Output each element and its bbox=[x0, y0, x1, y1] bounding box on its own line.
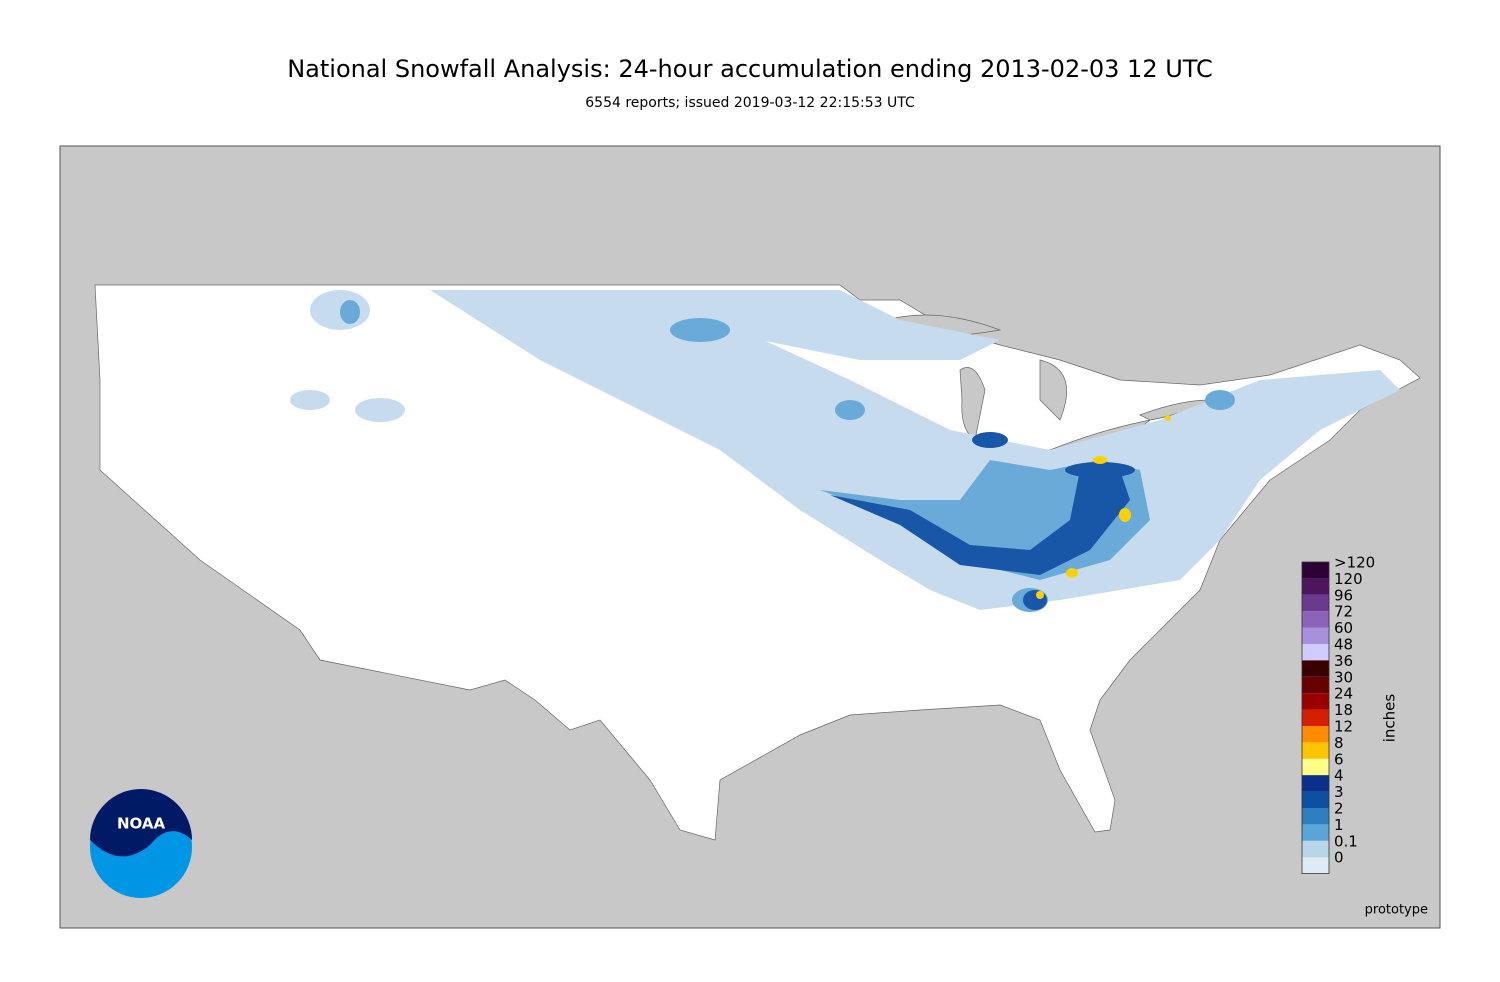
colorbar-swatch bbox=[1302, 627, 1329, 644]
colorbar-swatch bbox=[1302, 709, 1329, 726]
subtitle: 6554 reports; issued 2019-03-12 22:15:53… bbox=[585, 95, 915, 111]
land-us bbox=[94, 284, 1421, 841]
colorbar-tick-label: 36 bbox=[1334, 652, 1353, 670]
colorbar-tick-label: 1 bbox=[1334, 816, 1344, 834]
colorbar-tick-label: 72 bbox=[1334, 603, 1353, 621]
colorbar-swatch bbox=[1302, 594, 1329, 612]
colorbar-swatch bbox=[1302, 578, 1329, 595]
colorbar-swatch bbox=[1302, 676, 1329, 694]
prototype-note: prototype bbox=[1365, 903, 1428, 918]
colorbar-swatch bbox=[1302, 775, 1329, 792]
colorbar-swatch bbox=[1302, 791, 1329, 808]
colorbar-tick-label: 0.1 bbox=[1334, 832, 1358, 850]
colorbar-tick-label: 48 bbox=[1334, 636, 1353, 654]
colorbar-swatch bbox=[1302, 758, 1329, 776]
noaa-logo: NOAA bbox=[90, 789, 192, 898]
colorbar-swatch bbox=[1302, 857, 1329, 874]
colorbar-tick-label: 12 bbox=[1334, 718, 1353, 736]
colorbar-label: inches bbox=[1381, 694, 1399, 743]
colorbar-tick-label: 6 bbox=[1334, 750, 1344, 768]
colorbar-tick-label: >120 bbox=[1334, 554, 1375, 572]
colorbar-swatch bbox=[1302, 693, 1329, 710]
colorbar-tick-label: 0 bbox=[1334, 849, 1344, 867]
colorbar-tick-label: 4 bbox=[1334, 767, 1344, 785]
colorbar-tick-label: 24 bbox=[1334, 685, 1353, 703]
colorbar: inches >1201209672604836302418128643210.… bbox=[1301, 554, 1399, 875]
logo-text: NOAA bbox=[117, 815, 166, 833]
colorbar-tick-label: 30 bbox=[1334, 668, 1353, 686]
title: National Snowfall Analysis: 24-hour accu… bbox=[287, 55, 1213, 83]
colorbar-swatch bbox=[1302, 840, 1329, 858]
colorbar-tick-label: 120 bbox=[1334, 570, 1363, 588]
colorbar-tick-label: 60 bbox=[1334, 619, 1353, 637]
colorbar-tick-label: 18 bbox=[1334, 701, 1353, 719]
colorbar-swatch bbox=[1302, 611, 1329, 628]
colorbar-swatch bbox=[1302, 644, 1329, 661]
colorbar-swatch bbox=[1302, 742, 1329, 759]
colorbar-swatch bbox=[1302, 562, 1329, 579]
colorbar-tick-label: 8 bbox=[1334, 734, 1344, 752]
colorbar-tick-label: 2 bbox=[1334, 800, 1344, 818]
snow-extreme bbox=[1036, 415, 1171, 599]
colorbar-swatch bbox=[1302, 824, 1329, 841]
map: NOAA prototype bbox=[59, 145, 1441, 929]
colorbar-frame bbox=[1301, 561, 1330, 875]
colorbar-tick-label: 96 bbox=[1334, 586, 1353, 604]
colorbar-swatch bbox=[1302, 726, 1329, 743]
colorbar-tick-label: 3 bbox=[1334, 783, 1344, 801]
colorbar-swatch bbox=[1302, 808, 1329, 825]
colorbar-swatch bbox=[1302, 660, 1329, 677]
